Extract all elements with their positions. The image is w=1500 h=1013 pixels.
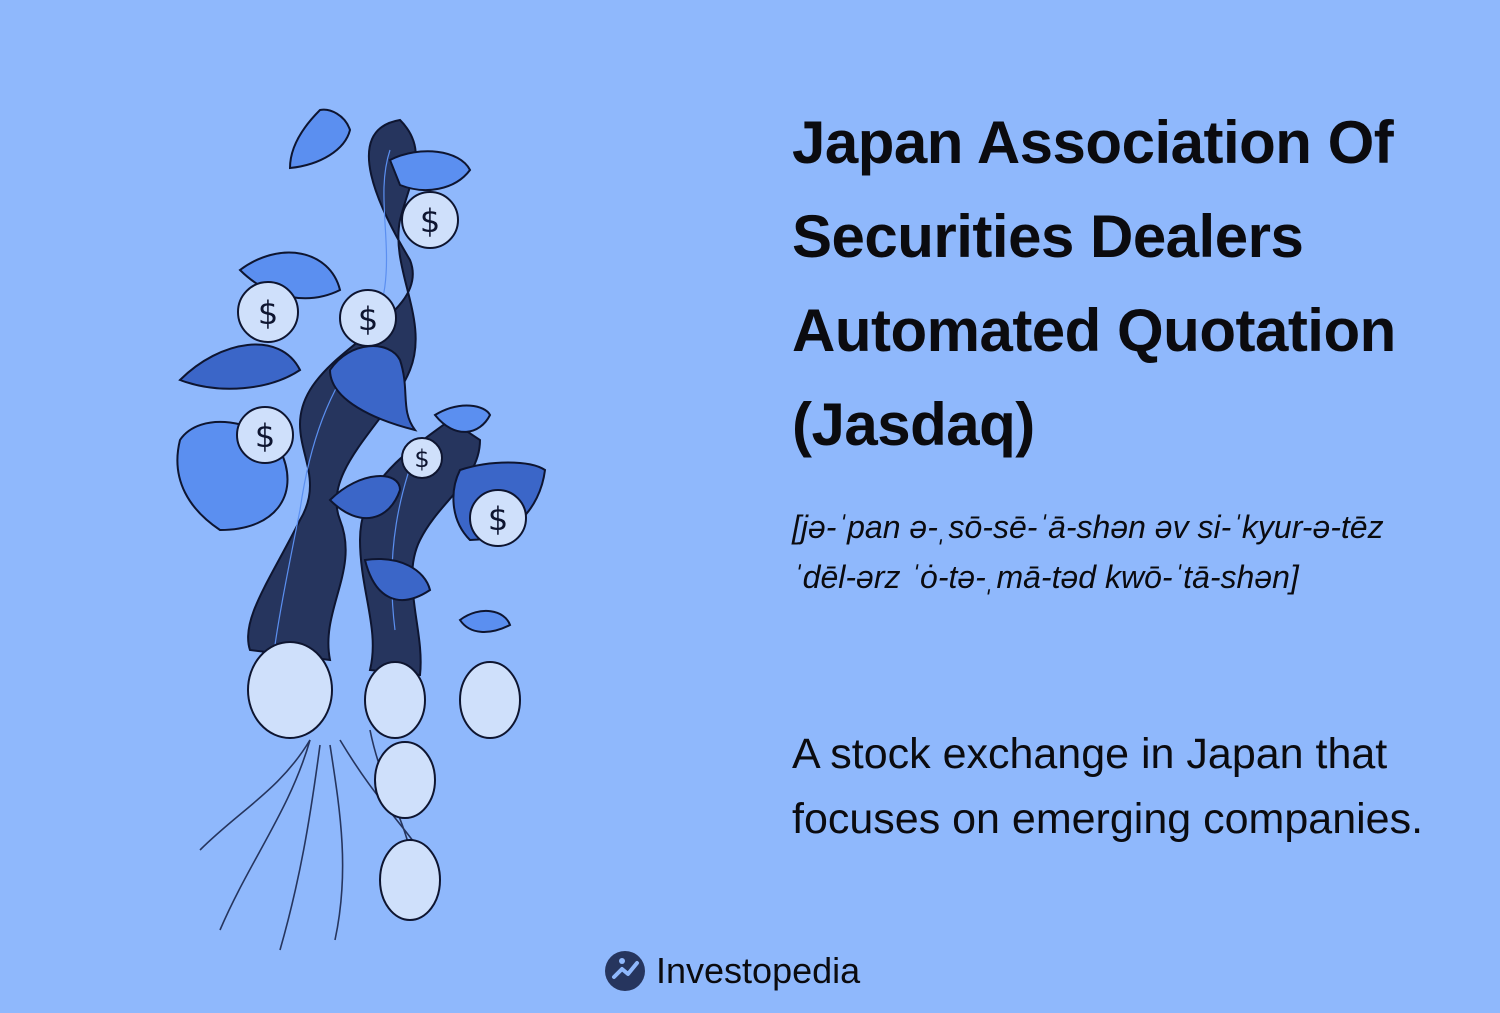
- svg-text:$: $: [255, 417, 275, 455]
- coin: $: [237, 281, 299, 343]
- coin: $: [236, 406, 294, 464]
- coin: $: [401, 191, 459, 249]
- svg-text:$: $: [358, 300, 378, 338]
- svg-text:$: $: [414, 445, 429, 473]
- svg-text:$: $: [420, 202, 440, 240]
- coin: $: [469, 489, 527, 547]
- coin: $: [339, 289, 397, 347]
- money-beanstalk-illustration: $ $ $ $ $ $: [176, 108, 547, 951]
- page-title: Japan Association Of Securities Dealers …: [792, 109, 1396, 458]
- svg-text:$: $: [488, 500, 508, 538]
- brand-name: Investopedia: [656, 950, 861, 991]
- definition-text: A stock exchange in Japan that focuses o…: [792, 730, 1424, 843]
- svg-text:$: $: [258, 294, 278, 332]
- main-stalk: [247, 118, 417, 662]
- coins: $ $ $ $ $ $: [236, 191, 527, 547]
- leaves: [176, 108, 547, 633]
- pronunciation: [jə-ˈpan ə-ˌsō-sē-ˈā-shən əv si-ˈkyur-ə-…: [792, 509, 1384, 595]
- brand-logo: Investopedia: [604, 945, 860, 997]
- coin: $: [401, 437, 443, 479]
- investopedia-logo-icon: [605, 951, 645, 991]
- beans: [247, 641, 521, 921]
